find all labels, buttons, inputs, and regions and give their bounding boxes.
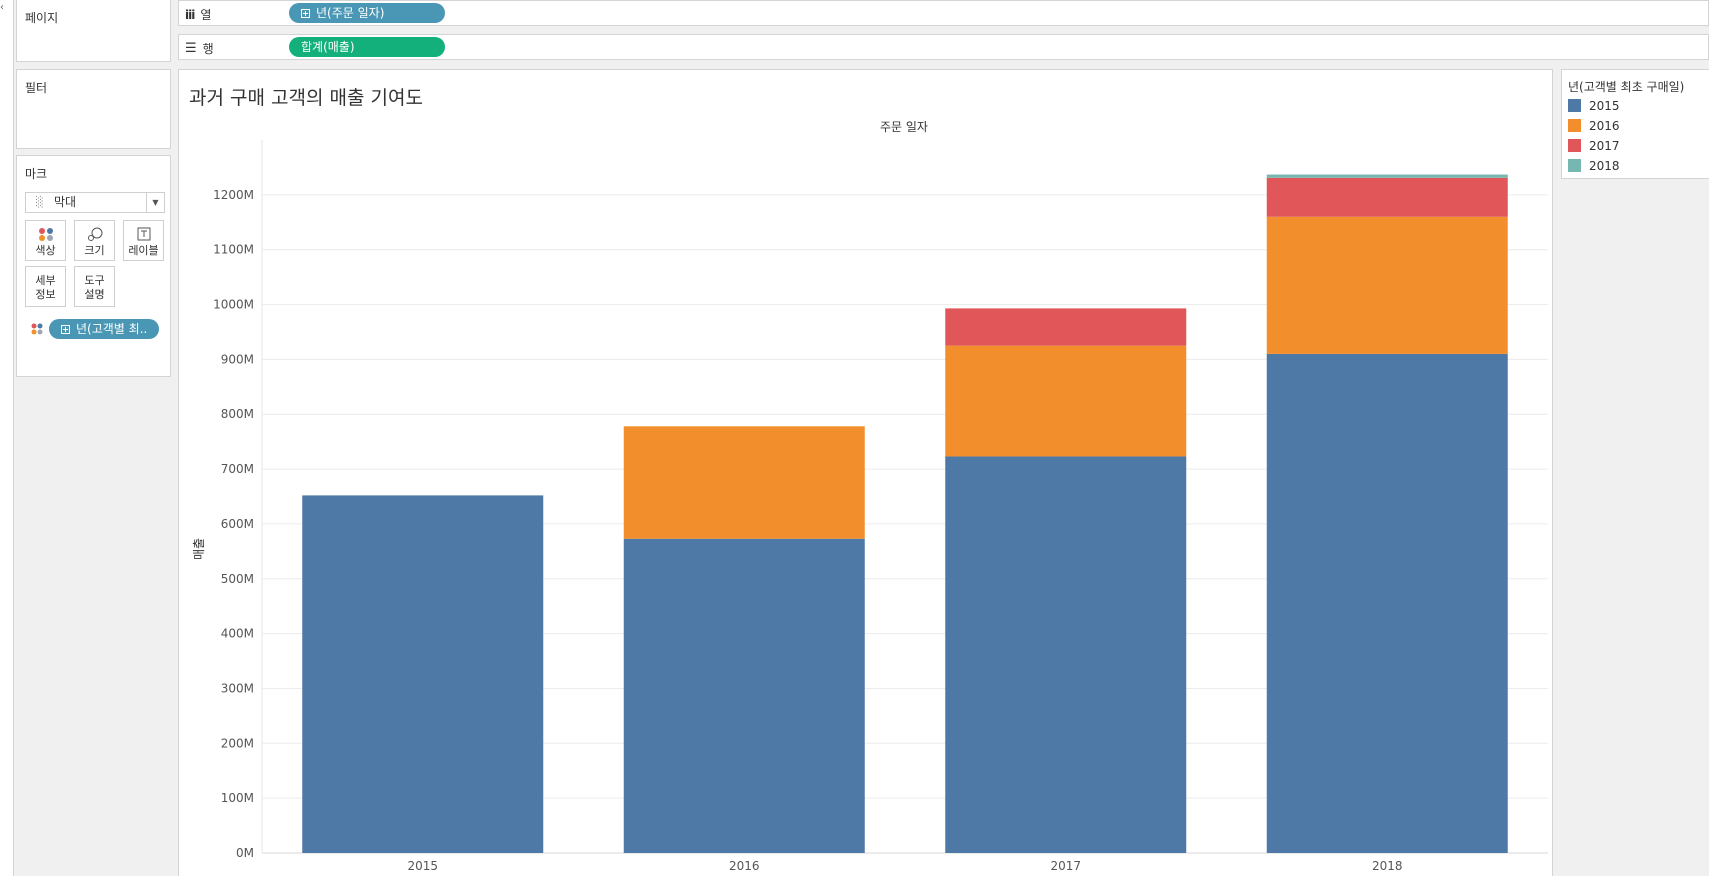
legend-swatch <box>1568 119 1581 132</box>
filters-panel-title: 필터 <box>25 81 48 95</box>
mark-type-select[interactable]: ░ 막대 ▼ <box>25 192 165 213</box>
collapse-icon[interactable]: ‹ <box>0 2 4 13</box>
legend-swatch <box>1568 139 1581 152</box>
columns-shelf-label: iii 열 <box>185 6 211 23</box>
columns-label-text: 열 <box>200 8 212 22</box>
label-button[interactable]: 레이블 <box>123 220 164 261</box>
bar-chart-icon: ░ <box>36 197 44 208</box>
columns-icon: iii <box>185 7 195 22</box>
rows-shelf[interactable]: ☰ 행 합계(매출) <box>178 34 1709 60</box>
label-button-label: 레이블 <box>128 244 159 257</box>
rows-label-text: 행 <box>202 42 214 56</box>
size-icon <box>88 227 103 241</box>
pages-panel: 페이지 <box>16 0 171 62</box>
tooltip-button[interactable]: 도구 설명 <box>74 266 115 307</box>
dropdown-arrow-icon[interactable]: ▼ <box>146 193 164 212</box>
text-label-icon <box>137 227 151 241</box>
chart-panel: 과거 구매 고객의 매출 기여도 주문 일자 매출 <box>178 69 1553 876</box>
legend-title: 년(고객별 최초 구매일) <box>1568 80 1685 94</box>
detail-button[interactable]: 세부 정보 <box>25 266 66 307</box>
color-button-label: 색상 <box>35 244 56 257</box>
rows-icon: ☰ <box>185 41 197 56</box>
marks-panel-title: 마크 <box>25 167 48 181</box>
expand-icon[interactable] <box>61 325 70 334</box>
size-button[interactable]: 크기 <box>74 220 115 261</box>
expand-icon[interactable] <box>301 9 310 18</box>
legend-item-2015[interactable]: 2015 <box>1568 99 1620 115</box>
marks-panel: 마크 ░ 막대 ▼ 색상 크기 레이블 세부 정보 도구 설 <box>16 155 171 377</box>
legend-item-2018[interactable]: 2018 <box>1568 159 1620 175</box>
legend-item-2017[interactable]: 2017 <box>1568 139 1620 155</box>
legend-label: 2015 <box>1589 99 1620 113</box>
legend-item-2016[interactable]: 2016 <box>1568 119 1620 135</box>
rows-shelf-label: ☰ 행 <box>185 40 214 57</box>
y-axis-title: 매출 <box>192 537 206 560</box>
color-pill-text: 년(고객별 최.. <box>76 322 148 336</box>
color-pill[interactable]: 년(고객별 최.. <box>49 319 159 339</box>
size-button-label: 크기 <box>84 244 105 257</box>
legend-swatch <box>1568 99 1581 112</box>
columns-shelf[interactable]: iii 열 년(주문 일자) <box>178 0 1709 26</box>
rows-pill-text: 합계(매출) <box>301 40 355 54</box>
filters-panel[interactable]: 필터 <box>16 69 171 149</box>
legend-swatch <box>1568 159 1581 172</box>
color-button[interactable]: 색상 <box>25 220 66 261</box>
left-side-strip <box>0 0 14 876</box>
columns-pill[interactable]: 년(주문 일자) <box>289 3 445 23</box>
color-encoding-icon <box>31 323 43 335</box>
rows-pill[interactable]: 합계(매출) <box>289 37 445 57</box>
legend-label: 2016 <box>1589 119 1620 133</box>
legend-label: 2018 <box>1589 159 1620 173</box>
x-axis-header: 주문 일자 <box>880 120 928 134</box>
pages-panel-title: 페이지 <box>25 11 59 25</box>
columns-pill-text: 년(주문 일자) <box>316 6 385 20</box>
legend-panel: 년(고객별 최초 구매일) 2015 2016 2017 2018 <box>1561 69 1709 179</box>
color-dots-icon <box>39 228 53 241</box>
tooltip-button-label: 도구 설명 <box>84 274 105 301</box>
mark-type-value: 막대 <box>54 195 77 209</box>
chart-title: 과거 구매 고객의 매출 기여도 <box>189 87 423 109</box>
legend-label: 2017 <box>1589 139 1620 153</box>
detail-button-label: 세부 정보 <box>35 274 56 301</box>
